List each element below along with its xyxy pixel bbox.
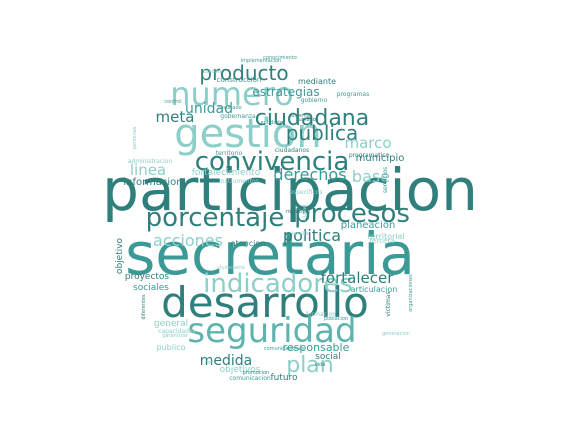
- cloud-word: capacidades: [158, 328, 196, 335]
- cloud-word: comunicaciones: [264, 346, 305, 352]
- cloud-word: medida: [200, 353, 253, 369]
- cloud-word: publica: [286, 121, 358, 145]
- cloud-word: objetivos: [220, 365, 261, 375]
- cloud-word: estrategias: [252, 85, 319, 99]
- cloud-word: comunicacion: [229, 375, 271, 382]
- cloud-word: procesos: [294, 199, 410, 229]
- cloud-word: marco: [344, 134, 391, 152]
- cloud-word: fortalecer: [321, 269, 395, 287]
- cloud-word: convivencia: [195, 147, 350, 177]
- cloud-word: acciones: [153, 231, 223, 250]
- cloud-word: informacion: [123, 177, 182, 188]
- cloud-word: gobernanza: [220, 113, 256, 120]
- cloud-word: gestion: [174, 111, 321, 157]
- cloud-word: especificos: [289, 189, 322, 196]
- cloud-word: ciudad: [302, 205, 308, 222]
- cloud-word: general: [154, 319, 188, 329]
- cloud-word: familia: [292, 231, 309, 237]
- cloud-word: municipio: [356, 153, 405, 164]
- cloud-word: gobierno: [301, 97, 328, 104]
- cloud-word: promocion: [243, 370, 269, 376]
- cloud-word: territorial: [367, 232, 404, 241]
- cloud-word: linea: [130, 161, 166, 179]
- cloud-word: politica: [283, 226, 341, 245]
- cloud-word: humanos: [295, 117, 319, 123]
- cloud-word: victimas: [385, 291, 392, 316]
- cloud-word: administracion: [128, 158, 173, 165]
- cloud-word: control: [164, 99, 181, 105]
- cloud-word: sistema: [290, 113, 310, 119]
- cloud-word: instrumentos: [219, 178, 259, 185]
- cloud-word: proyectos: [125, 272, 170, 282]
- cloud-word: programas: [337, 91, 369, 98]
- cloud-word: resultado: [218, 105, 241, 111]
- cloud-word: desarrollo: [161, 278, 369, 327]
- cloud-word: generacion: [382, 331, 410, 337]
- cloud-word: garantizar: [162, 333, 189, 339]
- cloud-word: por: [205, 360, 214, 366]
- cloud-word: construccion: [217, 76, 262, 84]
- cloud-word: indicadores: [203, 269, 353, 299]
- cloud-word: conocimiento: [263, 55, 297, 61]
- cloud-word: ciudadana: [255, 106, 369, 131]
- cloud-word: fortalecimiento: [192, 168, 261, 178]
- cloud-word: derechos: [273, 165, 346, 184]
- cloud-word: organizaciones: [408, 274, 414, 312]
- cloud-word: ciudadania: [217, 265, 244, 271]
- cloud-word: sociales: [133, 283, 169, 293]
- cloud-word: vida: [315, 362, 326, 368]
- cloud-word: porcentaje: [146, 203, 285, 233]
- cloud-word: producto: [199, 61, 288, 85]
- cloud-word: articulacion: [351, 285, 398, 294]
- cloud-word: calidad: [203, 69, 221, 75]
- cloud-word: diferentes: [141, 294, 147, 320]
- cloud-word: participacion: [102, 156, 478, 224]
- cloud-word: planeacion: [341, 220, 396, 231]
- cloud-word: entidades: [261, 120, 286, 126]
- cloud-word: futuro: [270, 373, 298, 383]
- cloud-word: servicios: [382, 167, 389, 193]
- cloud-word: publico: [157, 343, 186, 352]
- cloud-word: numero: [170, 75, 293, 113]
- cloud-word: formacion: [306, 311, 336, 318]
- cloud-word: municipal: [286, 209, 310, 215]
- cloud-word: poblacion: [324, 316, 348, 322]
- cloud-word: atencion: [231, 239, 266, 248]
- cloud-word: seguridad: [187, 311, 356, 351]
- cloud-word: secretaria: [125, 220, 415, 288]
- cloud-word: territorio: [216, 150, 243, 157]
- cloud-word: implementacion: [241, 58, 281, 64]
- cloud-word: mediante: [298, 77, 336, 86]
- cloud-word: base: [352, 167, 390, 186]
- cloud-word: meta: [156, 108, 195, 126]
- cloud-word: social: [315, 352, 341, 362]
- cloud-word: unidad: [185, 101, 233, 117]
- cloud-word: tercera: [369, 237, 394, 245]
- cloud-word: objetivo: [115, 237, 125, 274]
- cloud-word: personas: [132, 126, 138, 149]
- cloud-word: plan: [286, 353, 334, 378]
- cloud-word: responsable: [283, 341, 350, 354]
- cloud-word: ciudadanos: [275, 147, 309, 154]
- cloud-word: programatico: [349, 152, 390, 159]
